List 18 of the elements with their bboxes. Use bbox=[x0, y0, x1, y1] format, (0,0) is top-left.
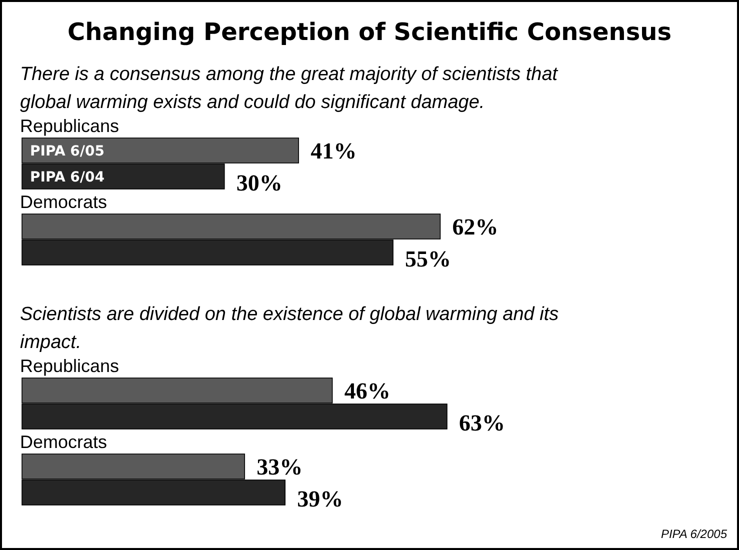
data-label: 55% bbox=[405, 246, 452, 272]
series-label: PIPA 6/04 bbox=[30, 170, 105, 186]
chart-title: Changing Perception of Scientific Consensus bbox=[68, 18, 672, 46]
data-label: 46% bbox=[344, 378, 390, 404]
y-tick-label: Democrats bbox=[20, 192, 108, 212]
y-tick-label: Democrats bbox=[20, 432, 108, 452]
chart-subtitle: Scientists are divided on the existence of global warming and its impact. bbox=[20, 304, 560, 353]
data-label: 41% bbox=[310, 138, 357, 164]
y-tick-label: Republicans bbox=[20, 356, 120, 376]
series-label: PIPA 6/05 bbox=[30, 144, 104, 160]
data-label: 62% bbox=[452, 214, 498, 240]
data-label: 39% bbox=[297, 486, 344, 512]
data-label: 33% bbox=[256, 454, 303, 480]
text: PIPA 6/2005 bbox=[660, 527, 728, 541]
y-tick-label: Republicans bbox=[20, 116, 120, 136]
data-label: 30% bbox=[236, 170, 282, 196]
data-label: 63% bbox=[459, 410, 505, 436]
chart-subtitle: There is a consensus among the great majority of scientists that global warming exists and could do significant damage. bbox=[20, 64, 558, 113]
